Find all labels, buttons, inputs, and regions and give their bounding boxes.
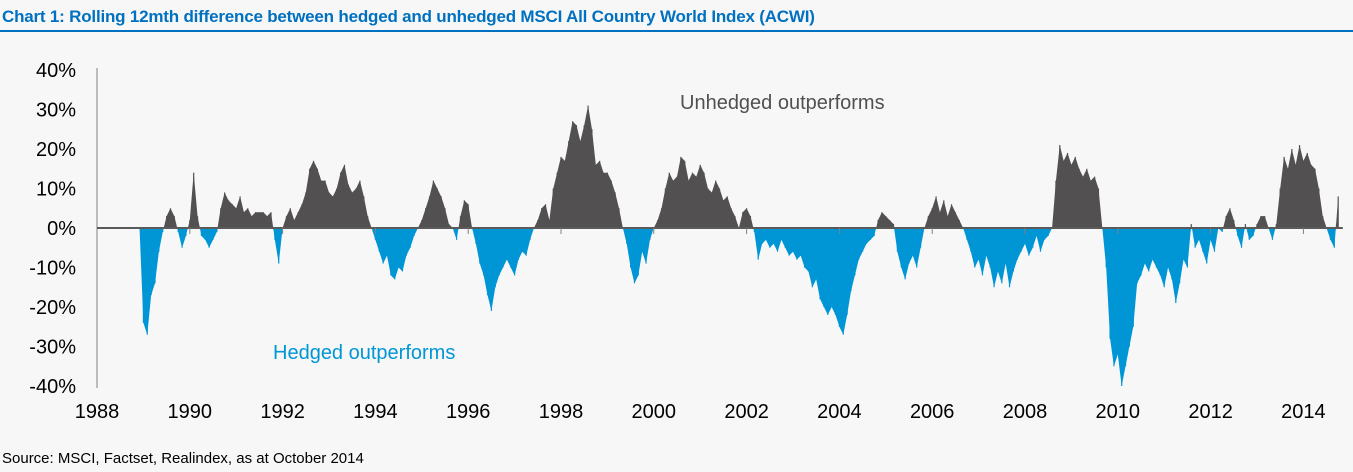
y-tick-label: 20% [36,139,76,161]
x-tick-label: 2012 [1188,401,1233,423]
x-tick-label: 2006 [910,401,955,423]
x-tick-label: 2000 [632,401,677,423]
x-tick-label: 1992 [260,401,305,423]
positive-area-unhedged-outperforms [97,105,1339,228]
x-axis-tick-labels: 1988 1990 1992 1994 1996 1998 2000 2002 2004 2006… [75,401,1326,423]
x-tick-label: 1994 [353,401,398,423]
annotation-unhedged-outperforms: Unhedged outperforms [680,92,885,114]
x-tick-label: 2002 [724,401,769,423]
chart-title: Chart 1: Rolling 12mth difference betwee… [2,7,815,26]
y-tick-label: 0% [47,218,76,240]
x-tick-label: 1998 [539,401,584,423]
y-tick-label: 40% [36,60,76,82]
y-tick-label: -40% [29,376,76,398]
y-tick-label: -30% [29,337,76,359]
data-areas [97,105,1339,386]
x-tick-label: 2010 [1096,401,1141,423]
x-axis-tick-marks [189,228,1304,234]
annotation-hedged-outperforms: Hedged outperforms [273,342,455,364]
x-tick-label: 2008 [1003,401,1048,423]
x-tick-label: 1988 [75,401,120,423]
y-tick-label: -20% [29,297,76,319]
title-underline [0,30,1353,32]
y-tick-label: 30% [36,100,76,122]
x-tick-label: 1996 [446,401,491,423]
y-tick-label: -10% [29,258,76,280]
x-tick-label: 2004 [817,401,862,423]
x-tick-label: 1990 [168,401,213,423]
y-axis-tick-labels: 40% 30% 20% 10% 0% -10% -20% -30% -40% [29,60,76,398]
source-note: Source: MSCI, Factset, Realindex, as at … [2,450,364,467]
x-tick-label: 2014 [1281,401,1326,423]
y-tick-label: 10% [36,179,76,201]
